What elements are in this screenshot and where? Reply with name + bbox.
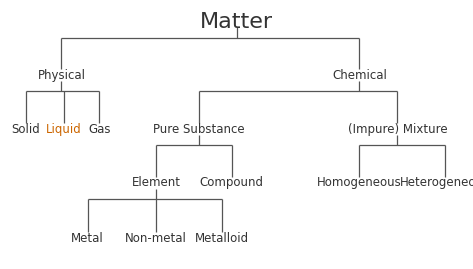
- Text: Pure Substance: Pure Substance: [153, 123, 245, 136]
- Text: Gas: Gas: [88, 123, 111, 136]
- Text: Heterogeneous: Heterogeneous: [400, 176, 473, 189]
- Text: Compound: Compound: [200, 176, 264, 189]
- Text: Non-metal: Non-metal: [125, 232, 187, 245]
- Text: Physical: Physical: [37, 69, 86, 82]
- Text: Metal: Metal: [71, 232, 104, 245]
- Text: Homogeneous: Homogeneous: [317, 176, 402, 189]
- Text: Metalloid: Metalloid: [195, 232, 249, 245]
- Text: (Impure) Mixture: (Impure) Mixture: [348, 123, 447, 136]
- Text: Solid: Solid: [12, 123, 40, 136]
- Text: Chemical: Chemical: [332, 69, 387, 82]
- Text: Liquid: Liquid: [46, 123, 82, 136]
- Text: Element: Element: [131, 176, 181, 189]
- Text: Matter: Matter: [200, 12, 273, 31]
